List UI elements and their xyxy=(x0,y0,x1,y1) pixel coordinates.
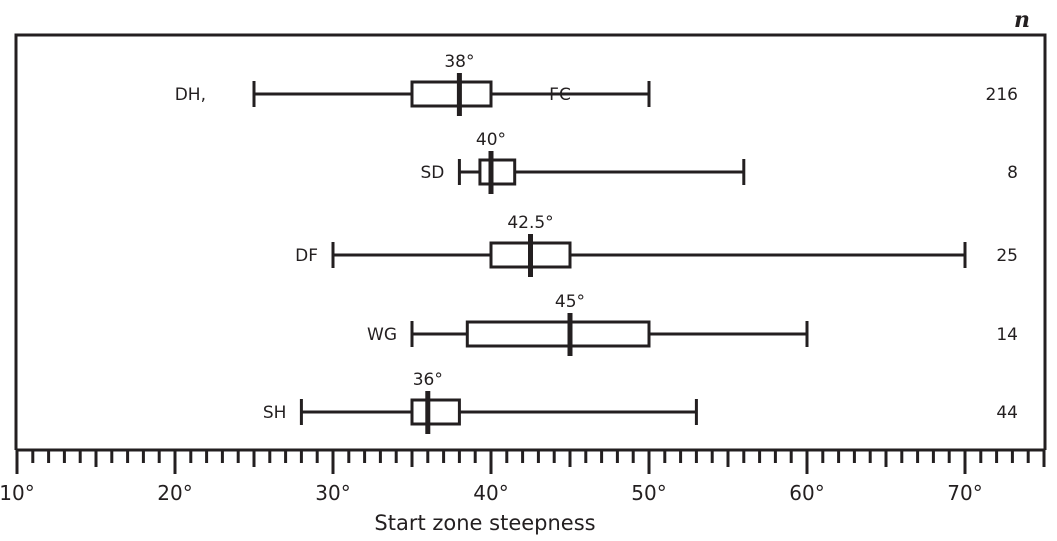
n-value: 14 xyxy=(996,325,1018,345)
x-tick-label: 30° xyxy=(315,481,350,505)
box-row-wg: 45° WG 14 xyxy=(367,292,1018,356)
median-label: 45° xyxy=(555,292,585,312)
row-label: DF xyxy=(295,246,318,266)
row-label-inline: FC xyxy=(549,85,571,105)
x-axis: 10° 20° 30° 40° 50° 60° 70° xyxy=(0,448,1046,505)
iqr-box xyxy=(410,80,493,108)
row-label: SD xyxy=(421,163,445,183)
box-row-dh: FC 38° DH, 216 xyxy=(175,52,1018,116)
x-tick-label: 40° xyxy=(473,481,508,505)
median-label: 36° xyxy=(413,370,443,390)
iqr-box xyxy=(465,320,651,348)
box-row-sd: 40° SD 8 xyxy=(421,130,1018,194)
x-tick-label: 10° xyxy=(0,481,35,505)
x-tick-label: 60° xyxy=(789,481,824,505)
box-row-sh: 36° SH 44 xyxy=(263,370,1018,434)
iqr-box xyxy=(478,158,517,186)
n-value: 44 xyxy=(996,403,1018,423)
row-label: DH, xyxy=(175,85,206,105)
median-label: 40° xyxy=(476,130,506,150)
box-row-df: 42.5° DF 25 xyxy=(295,213,1018,277)
iqr-box xyxy=(410,398,461,426)
x-tick-label: 70° xyxy=(947,481,982,505)
x-tick-label: 50° xyxy=(631,481,666,505)
row-label: WG xyxy=(367,325,397,345)
n-value: 216 xyxy=(986,85,1018,105)
n-value: 8 xyxy=(1007,163,1018,183)
plot-frame xyxy=(14,33,1047,450)
x-tick-label: 20° xyxy=(157,481,192,505)
median-label: 42.5° xyxy=(507,213,553,233)
row-label: SH xyxy=(263,403,287,423)
median-label: 38° xyxy=(444,52,474,72)
n-column-header: n xyxy=(1014,7,1030,33)
box-series: FC 38° DH, 216 40° SD 8 42.5° DF 25 45° WG 14 36° SH 44 xyxy=(175,52,1018,434)
frame-border xyxy=(14,33,1047,450)
x-axis-label: Start zone steepness xyxy=(374,511,595,535)
n-value: 25 xyxy=(996,246,1018,266)
